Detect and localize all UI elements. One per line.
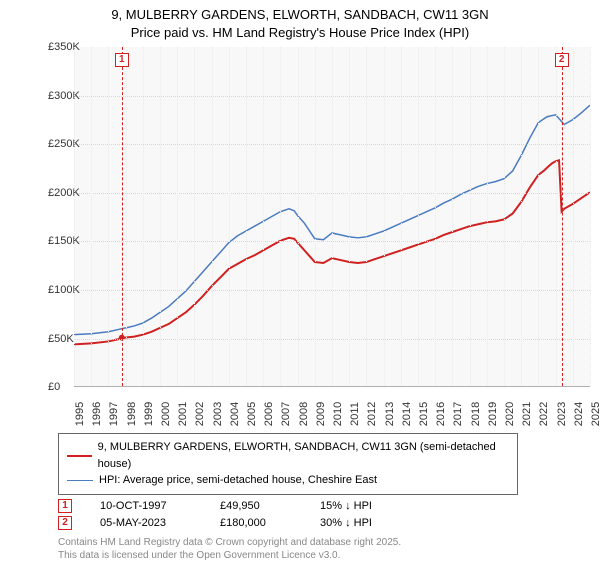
x-tick-label: 2025 <box>590 402 600 426</box>
x-tick-label: 1995 <box>74 402 86 426</box>
x-tick-label: 2003 <box>212 402 224 426</box>
sales-block: 1 10-OCT-1997 £49,950 15% ↓ HPI 2 05-MAY-2023… <box>10 499 590 530</box>
sale-price: £180,000 <box>220 517 292 529</box>
legend-swatch <box>67 455 92 457</box>
plot-region: £0£50K£100K£150K£200K£250K£300K£350K1995… <box>74 47 590 387</box>
x-tick-label: 2023 <box>556 402 568 426</box>
title-line-1: 9, MULBERRY GARDENS, ELWORTH, SANDBACH, … <box>10 6 590 24</box>
x-tick-label: 1997 <box>109 402 121 426</box>
legend-box: 9, MULBERRY GARDENS, ELWORTH, SANDBACH, … <box>58 433 518 495</box>
y-tick-label: £0 <box>48 381 60 393</box>
x-tick-label: 2019 <box>487 402 499 426</box>
x-tick-label: 2000 <box>160 402 172 426</box>
x-tick-label: 2011 <box>349 402 361 426</box>
title-line-2: Price paid vs. HM Land Registry's House … <box>10 24 590 42</box>
x-tick-label: 2020 <box>504 402 516 426</box>
sale-marker-1: 1 <box>115 53 129 67</box>
x-tick-label: 1996 <box>91 402 103 426</box>
x-tick-label: 2006 <box>263 402 275 426</box>
sale-row: 2 05-MAY-2023 £180,000 30% ↓ HPI <box>58 516 590 530</box>
x-tick-label: 2012 <box>367 402 379 426</box>
x-tick-label: 2002 <box>195 402 207 426</box>
footer-attribution: Contains HM Land Registry data © Crown c… <box>58 536 590 563</box>
legend-row: 9, MULBERRY GARDENS, ELWORTH, SANDBACH, … <box>67 439 509 472</box>
x-tick-label: 2004 <box>229 402 241 426</box>
y-tick-label: £300K <box>48 90 80 102</box>
x-tick-label: 2013 <box>384 402 396 426</box>
legend-label: 9, MULBERRY GARDENS, ELWORTH, SANDBACH, … <box>98 439 509 472</box>
x-tick-label: 2022 <box>539 402 551 426</box>
sale-row: 1 10-OCT-1997 £49,950 15% ↓ HPI <box>58 499 590 513</box>
x-tick-label: 2017 <box>453 402 465 426</box>
y-tick-label: £100K <box>48 284 80 296</box>
x-tick-label: 2021 <box>521 402 533 426</box>
y-tick-label: £50K <box>48 333 74 345</box>
y-tick-label: £350K <box>48 41 80 53</box>
x-tick-label: 2005 <box>246 402 258 426</box>
x-tick-label: 2001 <box>177 402 189 426</box>
y-tick-label: £250K <box>48 138 80 150</box>
sale-delta: 15% ↓ HPI <box>320 500 372 512</box>
footer-line-1: Contains HM Land Registry data © Crown c… <box>58 536 590 550</box>
x-tick-label: 2015 <box>418 402 430 426</box>
legend-row: HPI: Average price, semi-detached house,… <box>67 472 509 489</box>
chart-area: £0£50K£100K£150K£200K£250K£300K£350K1995… <box>34 47 594 427</box>
sale-marker-icon: 1 <box>58 499 72 513</box>
x-tick-label: 2009 <box>315 402 327 426</box>
x-tick-label: 2016 <box>435 402 447 426</box>
sale-marker-2: 2 <box>555 53 569 67</box>
x-tick-label: 1998 <box>126 402 138 426</box>
legend-label: HPI: Average price, semi-detached house,… <box>99 472 377 489</box>
chart-title: 9, MULBERRY GARDENS, ELWORTH, SANDBACH, … <box>10 6 590 41</box>
x-tick-label: 2018 <box>470 402 482 426</box>
chart-container: 9, MULBERRY GARDENS, ELWORTH, SANDBACH, … <box>0 0 600 560</box>
sale-price: £49,950 <box>220 500 292 512</box>
footer-line-2: This data is licensed under the Open Gov… <box>58 549 590 563</box>
x-tick-label: 2014 <box>401 402 413 426</box>
y-tick-label: £150K <box>48 235 80 247</box>
sale-marker-icon: 2 <box>58 516 72 530</box>
x-tick-label: 1999 <box>143 402 155 426</box>
sale-date: 05-MAY-2023 <box>100 517 192 529</box>
y-tick-label: £200K <box>48 187 80 199</box>
x-tick-label: 2010 <box>332 402 344 426</box>
sale-delta: 30% ↓ HPI <box>320 517 372 529</box>
legend-swatch <box>67 480 93 481</box>
x-tick-label: 2024 <box>573 402 585 426</box>
x-tick-label: 2007 <box>281 402 293 426</box>
sale-date: 10-OCT-1997 <box>100 500 192 512</box>
x-tick-label: 2008 <box>298 402 310 426</box>
